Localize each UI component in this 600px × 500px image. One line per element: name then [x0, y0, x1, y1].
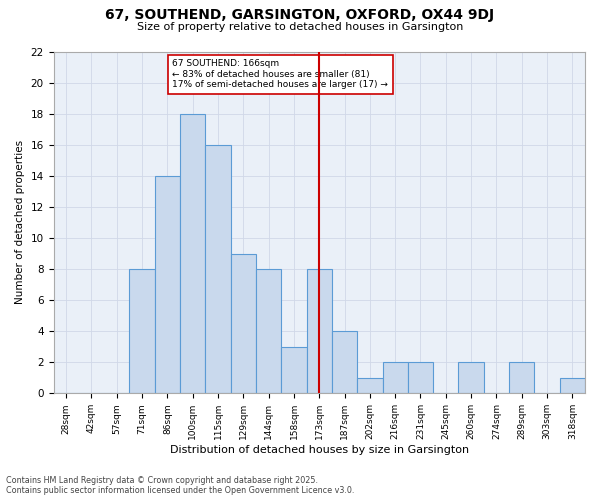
Text: 67 SOUTHEND: 166sqm
← 83% of detached houses are smaller (81)
17% of semi-detach: 67 SOUTHEND: 166sqm ← 83% of detached ho… [172, 60, 388, 89]
Bar [230, 254, 256, 394]
Bar [307, 269, 332, 394]
Bar [383, 362, 408, 394]
Bar [155, 176, 180, 394]
Bar [332, 331, 357, 394]
Bar [509, 362, 535, 394]
Text: Contains HM Land Registry data © Crown copyright and database right 2025.
Contai: Contains HM Land Registry data © Crown c… [6, 476, 355, 495]
Text: Size of property relative to detached houses in Garsington: Size of property relative to detached ho… [137, 22, 463, 32]
Bar [560, 378, 585, 394]
Text: 67, SOUTHEND, GARSINGTON, OXFORD, OX44 9DJ: 67, SOUTHEND, GARSINGTON, OXFORD, OX44 9… [106, 8, 494, 22]
Bar [180, 114, 205, 394]
Bar [205, 144, 230, 394]
Bar [458, 362, 484, 394]
X-axis label: Distribution of detached houses by size in Garsington: Distribution of detached houses by size … [170, 445, 469, 455]
Bar [357, 378, 383, 394]
Bar [408, 362, 433, 394]
Bar [130, 269, 155, 394]
Bar [256, 269, 281, 394]
Bar [281, 346, 307, 394]
Y-axis label: Number of detached properties: Number of detached properties [15, 140, 25, 304]
